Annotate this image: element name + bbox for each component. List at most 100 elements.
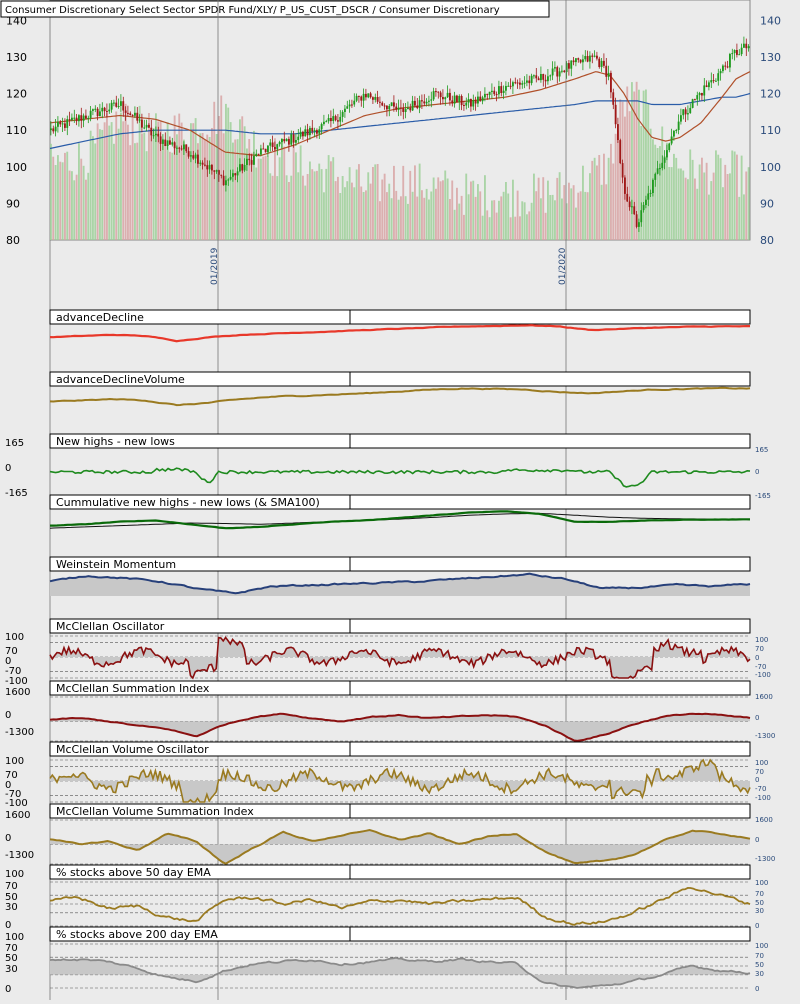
candle-body (255, 153, 258, 156)
volume-bar (598, 155, 601, 240)
volume-bar (551, 194, 554, 240)
candle-body (185, 144, 188, 152)
candle-body (234, 173, 237, 176)
ema50-gridlines (50, 881, 750, 927)
price-tick-left: 80 (6, 234, 20, 247)
volume-bar (745, 171, 748, 240)
candle-body (635, 214, 638, 227)
candle-body (148, 124, 150, 128)
axis-label-right: -70 (755, 663, 766, 671)
candle-body (465, 102, 468, 106)
price-tick-right: 110 (760, 124, 781, 137)
candle-body (353, 100, 356, 105)
volume-bar (204, 139, 206, 240)
volume-bar (435, 188, 437, 240)
volume-bar (299, 145, 302, 240)
volume-bar (421, 190, 423, 240)
candle-body (180, 148, 183, 150)
candle-body (162, 139, 164, 144)
volume-bar (138, 105, 141, 241)
axis-label-165: 165 (5, 438, 24, 449)
axis-label-right: -1300 (755, 732, 775, 740)
volume-bar (87, 172, 90, 240)
candle-body (449, 92, 451, 101)
volume-bar (715, 150, 717, 240)
candle-body (339, 116, 342, 122)
candle-body (358, 95, 360, 97)
volume-bar (537, 177, 540, 240)
candle-body (92, 109, 94, 111)
volume-bar (493, 200, 496, 240)
candle-body (451, 100, 454, 104)
axis-label-right: 0 (755, 985, 759, 993)
axis-label-right: -100 (755, 671, 771, 679)
candle-body (178, 147, 181, 149)
candle-body (619, 140, 622, 164)
candle-body (285, 138, 288, 142)
volume-bar (346, 181, 349, 240)
candle-body (628, 201, 631, 208)
axis-label-right-165: 165 (755, 446, 768, 454)
candle-body (369, 93, 372, 98)
volume-bar (390, 198, 393, 240)
price-tick-right: 140 (760, 14, 781, 27)
candle-body (372, 97, 374, 100)
volume-bar (369, 183, 372, 240)
candle-body (726, 66, 729, 68)
candle-body (220, 174, 223, 176)
price-tick-right: 100 (760, 161, 781, 174)
candle-body (530, 75, 533, 84)
volume-bar (568, 182, 570, 240)
volume-bar (155, 113, 157, 240)
candle-body (404, 109, 407, 112)
candle-body (488, 91, 491, 95)
volume-bar (645, 89, 647, 240)
volume-bar (169, 151, 171, 240)
axis-label-right-0: 0 (755, 468, 759, 476)
volume-bar (680, 168, 682, 240)
volume-bar (199, 133, 202, 240)
price-tick-right: 80 (760, 234, 774, 247)
volume-bar (327, 155, 330, 240)
volume-bar (626, 86, 629, 240)
volume-bar (654, 144, 657, 240)
candle-body (283, 139, 286, 142)
candle-body (264, 148, 267, 153)
panel-title-box (49, 433, 351, 449)
volume-bar (675, 157, 678, 240)
candle-body (617, 124, 619, 140)
volume-bar (731, 150, 734, 240)
candle-body (402, 107, 405, 112)
candle-body (332, 116, 335, 121)
candle-body (444, 97, 447, 100)
candle-body (337, 120, 339, 122)
candle-body (124, 110, 127, 113)
candle-body (61, 123, 64, 125)
price-title-background (0, 0, 550, 18)
volume-bar (157, 121, 160, 240)
volume-bar (89, 130, 92, 240)
volume-bar (316, 170, 318, 240)
volume-bar (484, 175, 486, 240)
volume-bar (472, 180, 475, 240)
volume-bar (283, 146, 286, 240)
new-highs-lows-line (49, 467, 751, 488)
volume-bar (318, 163, 321, 240)
date-label-2019: 01/2019 (210, 247, 220, 285)
volume-bar (596, 165, 598, 240)
candle-body (134, 112, 136, 116)
volume-bar (498, 200, 500, 240)
candle-body (290, 134, 293, 145)
candle-body (271, 142, 274, 147)
candle-body (187, 151, 190, 157)
panel-stocks-above-50-ema: % stocks above 50 day EMA 100 70 50 30 0… (5, 864, 768, 931)
candle-body (705, 85, 708, 87)
volume-bar (563, 185, 566, 240)
volume-bar (358, 164, 360, 240)
volume-bar (334, 181, 337, 240)
candle-body (495, 94, 498, 96)
volume-bar (386, 192, 388, 240)
candle-body (96, 108, 99, 117)
volume-bar (400, 196, 402, 240)
